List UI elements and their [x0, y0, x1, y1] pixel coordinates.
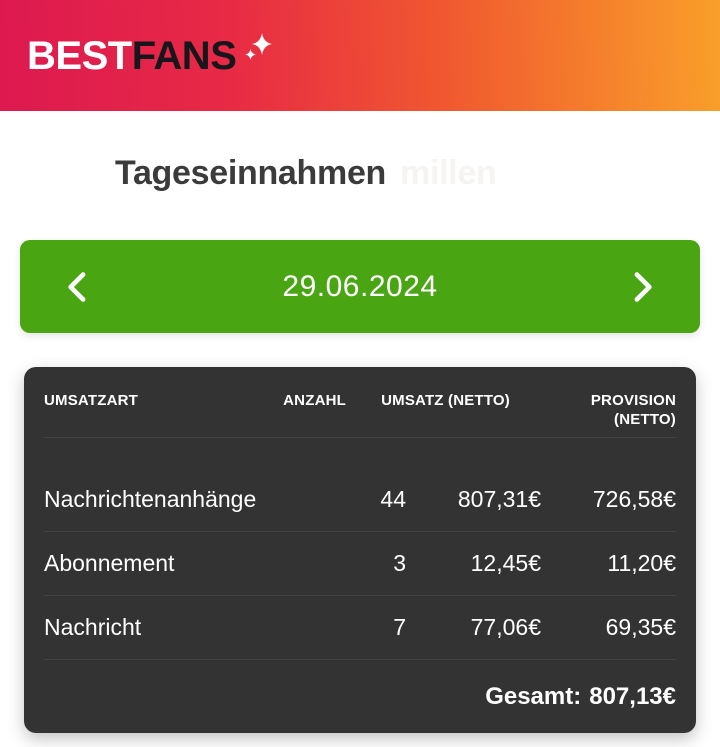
date-selector: 29.06.2024	[20, 240, 700, 333]
logo-text-fans: FANS	[131, 33, 237, 78]
table-row: Nachricht 7 77,06€ 69,35€	[44, 596, 676, 660]
cell-umsatzart: Nachrichtenanhänge	[44, 486, 257, 512]
page-title-text: Tageseinnahmen	[115, 154, 387, 192]
selected-date[interactable]: 29.06.2024	[282, 269, 438, 303]
revenue-table-card: UMSATZART ANZAHL UMSATZ (NETTO) PROVISIO…	[24, 367, 696, 733]
page-title: Tageseinnahmen millen	[115, 153, 720, 194]
total-label: Gesamt:	[485, 682, 582, 710]
table-body: Nachrichtenanhänge 44 807,31€ 726,58€ Ab…	[44, 438, 676, 660]
cell-anzahl: 44	[380, 486, 406, 512]
prev-day-button[interactable]	[58, 265, 94, 309]
table-header-row: UMSATZART ANZAHL UMSATZ (NETTO) PROVISIO…	[44, 367, 676, 438]
column-header-provision-netto: PROVISION (NETTO)	[590, 392, 676, 428]
cell-anzahl: 7	[393, 614, 406, 640]
column-header-anzahl: ANZAHL	[283, 392, 346, 409]
cell-umsatzart: Abonnement	[44, 550, 175, 576]
cell-anzahl: 3	[393, 550, 406, 576]
column-header-umsatzart: UMSATZART	[44, 392, 139, 409]
chevron-left-icon	[65, 271, 87, 303]
logo-text-best: BEST	[27, 33, 132, 78]
brand-logo[interactable]: BEST FANS	[27, 32, 273, 78]
total-value: 807,13€	[589, 682, 676, 710]
table-footer-row: Gesamt: 807,13€	[44, 660, 676, 733]
next-day-button[interactable]	[626, 265, 662, 309]
main-content: Tageseinnahmen millen 29.06.2024 UMSATZAR…	[0, 153, 720, 733]
table-row: Abonnement 3 12,45€ 11,20€	[44, 532, 676, 596]
cell-provision: 726,58€	[592, 486, 676, 512]
table-row: Nachrichtenanhänge 44 807,31€ 726,58€	[44, 468, 676, 532]
title-ghost-text: millen	[400, 154, 497, 192]
cell-umsatz: 12,45€	[470, 550, 541, 576]
sparkle-icon	[241, 32, 273, 64]
cell-umsatz: 807,31€	[457, 486, 541, 512]
cell-umsatz: 77,06€	[470, 614, 541, 640]
cell-provision: 11,20€	[607, 550, 676, 576]
column-header-umsatz-netto: UMSATZ (NETTO)	[381, 392, 510, 409]
app-header: BEST FANS	[0, 0, 720, 111]
cell-provision: 69,35€	[605, 614, 676, 640]
chevron-right-icon	[633, 271, 655, 303]
cell-umsatzart: Nachricht	[44, 614, 142, 640]
